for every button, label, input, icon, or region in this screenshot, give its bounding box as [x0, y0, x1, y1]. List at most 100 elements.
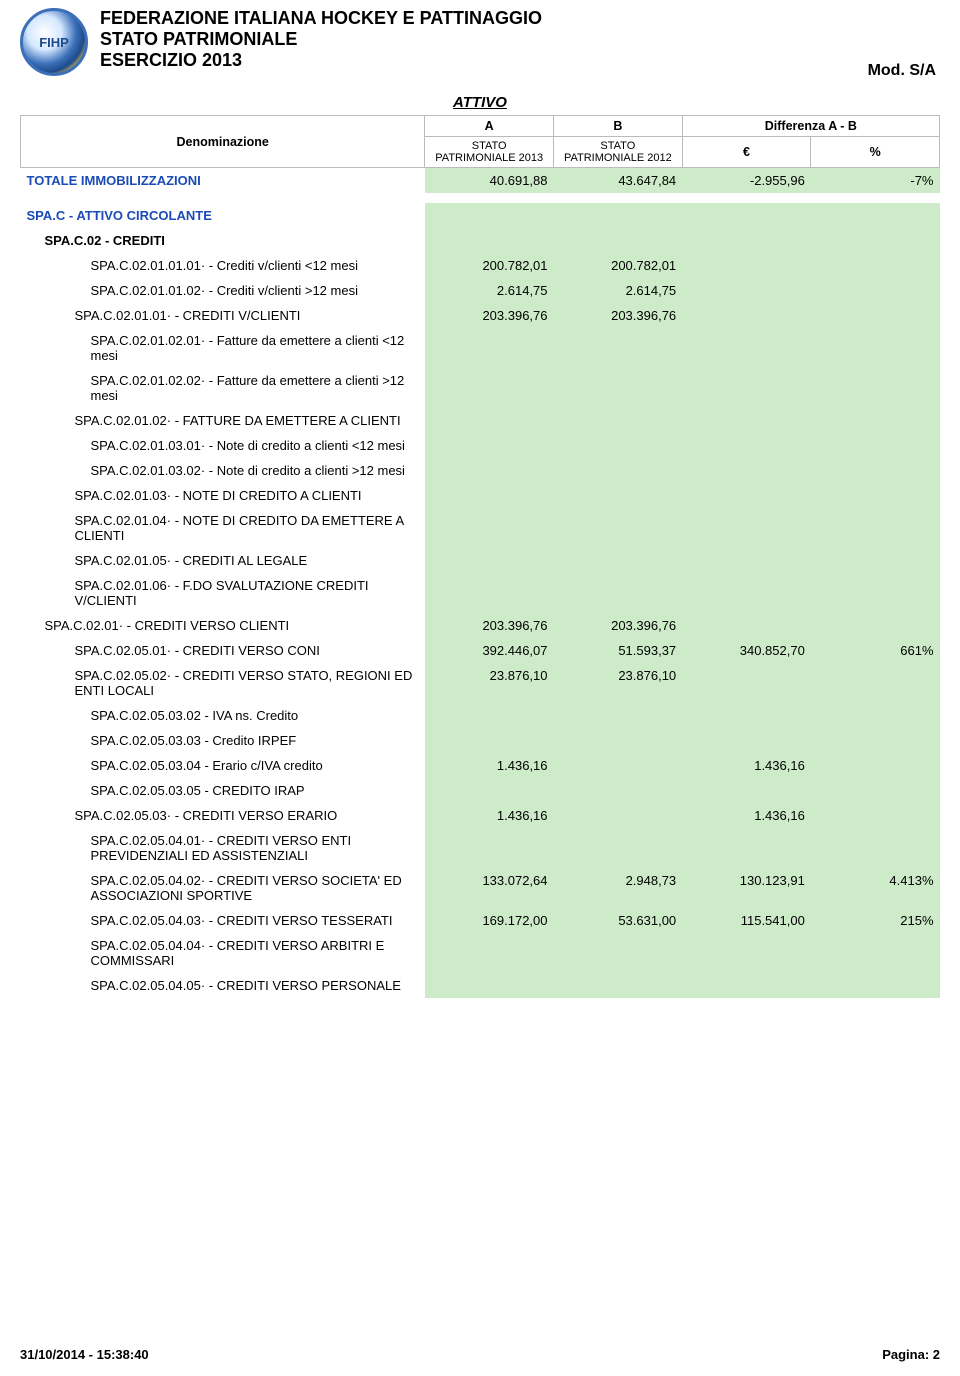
row-a: 392.446,07 [425, 638, 554, 663]
row-b: 43.647,84 [554, 168, 683, 194]
row-b [554, 458, 683, 483]
row-d [682, 778, 811, 803]
row-b [554, 728, 683, 753]
row-d [682, 828, 811, 868]
table-row: SPA.C.02.05.03.05 - CREDITO IRAP [21, 778, 940, 803]
row-b [554, 703, 683, 728]
row-b [554, 753, 683, 778]
row-d [682, 548, 811, 573]
table-head: Denominazione A B Differenza A - B STATO… [21, 116, 940, 168]
footer-page: Pagina: 2 [882, 1347, 940, 1362]
row-label: SPA.C.02.01.06· - F.DO SVALUTAZIONE CRED… [21, 573, 425, 613]
row-label: SPA.C.02.05.01· - CREDITI VERSO CONI [21, 638, 425, 663]
page-header: FIHP FEDERAZIONE ITALIANA HOCKEY E PATTI… [20, 8, 940, 76]
row-d: 130.123,91 [682, 868, 811, 908]
row-label: SPA.C.02.01.04· - NOTE DI CREDITO DA EME… [21, 508, 425, 548]
row-b: 2.614,75 [554, 278, 683, 303]
row-b: 203.396,76 [554, 303, 683, 328]
table-row: SPA.C.02.01.01· - CREDITI V/CLIENTI203.3… [21, 303, 940, 328]
row-d: 340.852,70 [682, 638, 811, 663]
row-p [811, 458, 940, 483]
col-a: A [425, 116, 554, 137]
row-label: TOTALE IMMOBILIZZAZIONI [21, 168, 425, 194]
row-a: 1.436,16 [425, 803, 554, 828]
row-a [425, 203, 554, 228]
row-d [682, 973, 811, 998]
col-denom: Denominazione [21, 116, 425, 168]
col-b-sub: STATO PATRIMONIALE 2012 [554, 137, 683, 168]
row-p [811, 228, 940, 253]
row-p [811, 368, 940, 408]
row-p [811, 828, 940, 868]
table-row: SPA.C.02.01.02· - FATTURE DA EMETTERE A … [21, 408, 940, 433]
row-label: SPA.C.02.05.03.03 - Credito IRPEF [21, 728, 425, 753]
col-eur: € [682, 137, 811, 168]
row-a: 203.396,76 [425, 303, 554, 328]
row-d [682, 303, 811, 328]
row-label: SPA.C.02.05.04.02· - CREDITI VERSO SOCIE… [21, 868, 425, 908]
row-d [682, 328, 811, 368]
row-p [811, 973, 940, 998]
row-a [425, 408, 554, 433]
row-a [425, 728, 554, 753]
page-footer: 31/10/2014 - 15:38:40 Pagina: 2 [20, 1347, 940, 1362]
row-label: SPA.C.02.05.02· - CREDITI VERSO STATO, R… [21, 663, 425, 703]
row-a [425, 973, 554, 998]
row-b [554, 368, 683, 408]
row-label: SPA.C.02.05.03.04 - Erario c/IVA credito [21, 753, 425, 778]
row-label: SPA.C - ATTIVO CIRCOLANTE [21, 203, 425, 228]
row-b [554, 408, 683, 433]
table-row: SPA.C.02.05.01· - CREDITI VERSO CONI392.… [21, 638, 940, 663]
col-diff: Differenza A - B [682, 116, 939, 137]
row-label: SPA.C.02.01.01.02· - Crediti v/clienti >… [21, 278, 425, 303]
table-row: SPA.C.02.01· - CREDITI VERSO CLIENTI203.… [21, 613, 940, 638]
row-d [682, 228, 811, 253]
row-a [425, 548, 554, 573]
row-label: SPA.C.02.05.03.05 - CREDITO IRAP [21, 778, 425, 803]
row-p [811, 548, 940, 573]
row-b: 203.396,76 [554, 613, 683, 638]
row-a [425, 328, 554, 368]
table-row: SPA.C.02.01.04· - NOTE DI CREDITO DA EME… [21, 508, 940, 548]
row-a: 40.691,88 [425, 168, 554, 194]
table-row: SPA.C.02.05.02· - CREDITI VERSO STATO, R… [21, 663, 940, 703]
row-p: 661% [811, 638, 940, 663]
table-row: SPA.C.02.05.04.04· - CREDITI VERSO ARBIT… [21, 933, 940, 973]
row-b: 200.782,01 [554, 253, 683, 278]
row-p [811, 613, 940, 638]
section-title: ATTIVO [20, 94, 940, 111]
table-row: SPA.C.02.05.03· - CREDITI VERSO ERARIO1.… [21, 803, 940, 828]
row-a [425, 778, 554, 803]
row-label: SPA.C.02.01.01.01· - Crediti v/clienti <… [21, 253, 425, 278]
row-p [811, 703, 940, 728]
row-b: 2.948,73 [554, 868, 683, 908]
table-row: SPA.C.02.01.02.01· - Fatture da emettere… [21, 328, 940, 368]
row-label: SPA.C.02.05.03.02 - IVA ns. Credito [21, 703, 425, 728]
row-b [554, 778, 683, 803]
row-a: 1.436,16 [425, 753, 554, 778]
row-d: -2.955,96 [682, 168, 811, 194]
row-b: 23.876,10 [554, 663, 683, 703]
row-b [554, 803, 683, 828]
row-label: SPA.C.02.01.02.01· - Fatture da emettere… [21, 328, 425, 368]
table-row: SPA.C.02.01.03· - NOTE DI CREDITO A CLIE… [21, 483, 940, 508]
row-label: SPA.C.02.01.03.01· - Note di credito a c… [21, 433, 425, 458]
col-pct: % [811, 137, 940, 168]
row-p [811, 933, 940, 973]
row-a: 133.072,64 [425, 868, 554, 908]
row-d [682, 613, 811, 638]
row-a: 200.782,01 [425, 253, 554, 278]
row-b [554, 973, 683, 998]
row-b [554, 433, 683, 458]
row-p: 4.413% [811, 868, 940, 908]
row-p [811, 778, 940, 803]
row-p [811, 278, 940, 303]
row-a [425, 703, 554, 728]
row-p [811, 303, 940, 328]
row-d [682, 483, 811, 508]
table-row: SPA.C.02.05.03.04 - Erario c/IVA credito… [21, 753, 940, 778]
row-d: 1.436,16 [682, 753, 811, 778]
row-label: SPA.C.02.01.02· - FATTURE DA EMETTERE A … [21, 408, 425, 433]
row-b [554, 828, 683, 868]
row-p [811, 573, 940, 613]
